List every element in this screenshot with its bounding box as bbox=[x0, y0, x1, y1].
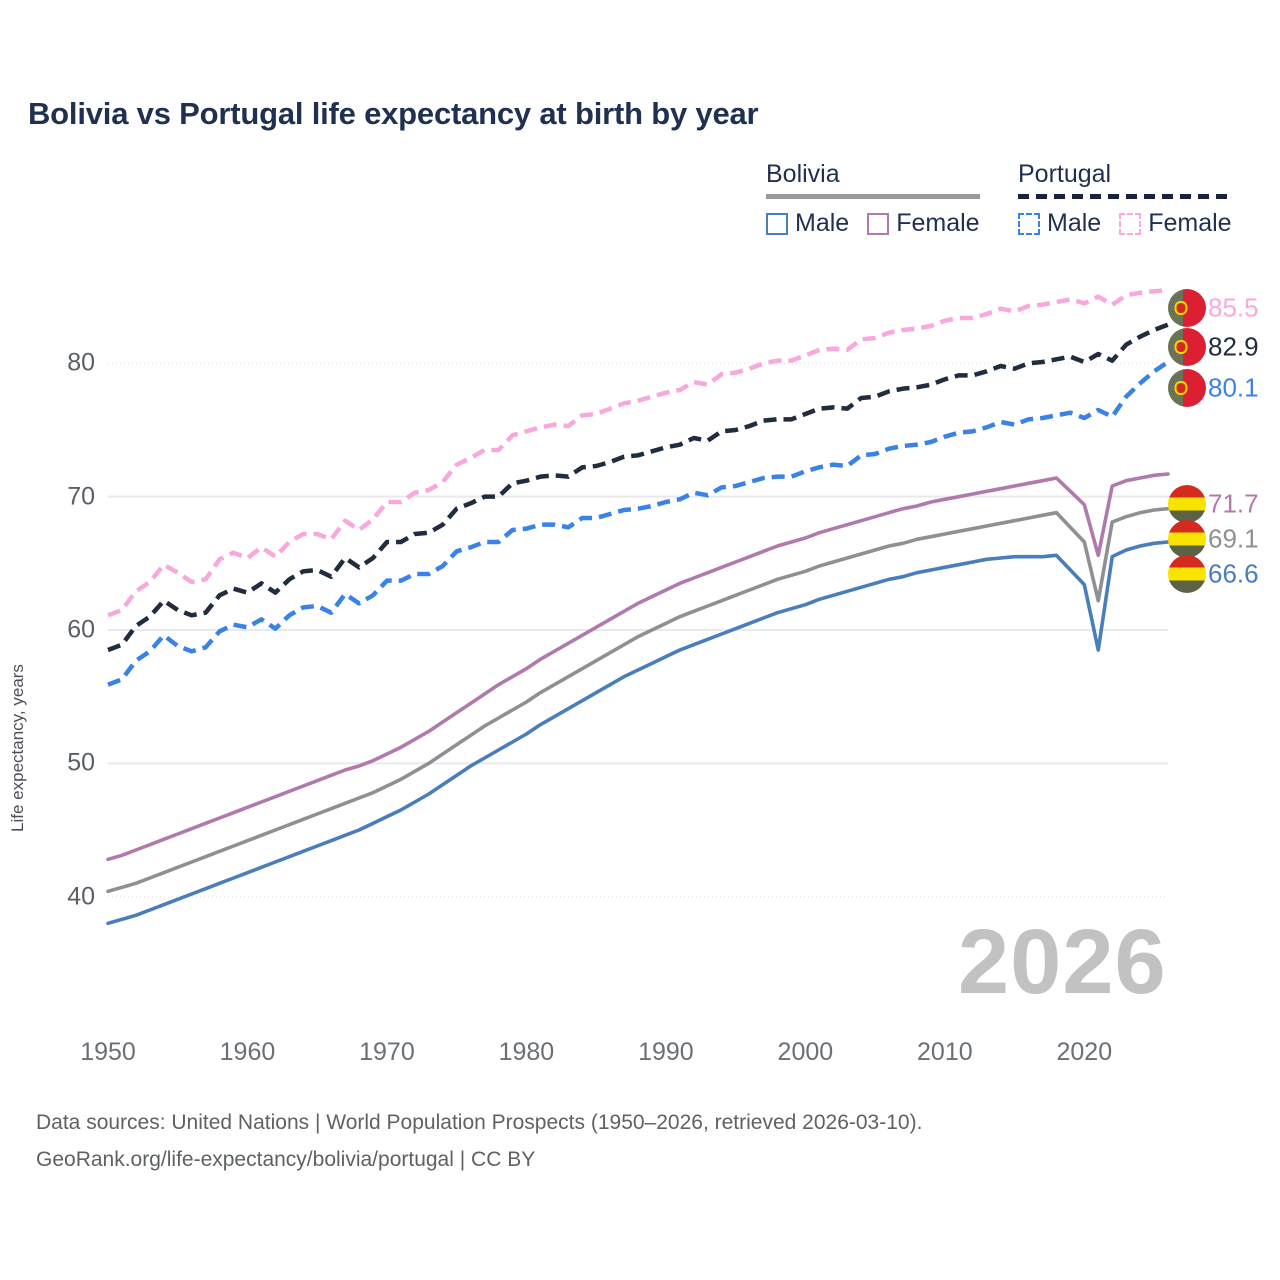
legend-group-bolivia: Bolivia Male Female bbox=[766, 160, 980, 238]
series-end-value: 82.9 bbox=[1208, 331, 1259, 362]
footer-line-2: GeoRank.org/life-expectancy/bolivia/port… bbox=[36, 1147, 536, 1171]
legend-item-portugal-male[interactable]: Male bbox=[1018, 209, 1101, 238]
x-tick-label: 1970 bbox=[359, 1038, 415, 1066]
bolivia-flag-icon bbox=[1168, 520, 1206, 558]
bolivia-flag-icon bbox=[1168, 485, 1206, 523]
portugal-flag-icon bbox=[1168, 369, 1206, 407]
legend-label-bolivia-female: Female bbox=[896, 209, 980, 237]
year-watermark: 2026 bbox=[958, 911, 1167, 1013]
x-tick-label: 1980 bbox=[498, 1038, 555, 1066]
plot-area: Life expectancy, years 40 50 60 70 80 1950 19… bbox=[0, 250, 1280, 1066]
series-end-value: 69.1 bbox=[1208, 523, 1259, 554]
y-tick-label: 70 bbox=[67, 482, 95, 511]
x-tick-label: 2010 bbox=[917, 1038, 973, 1066]
x-tick-label: 2000 bbox=[777, 1038, 834, 1066]
series-end-value: 71.7 bbox=[1208, 488, 1259, 519]
legend-rule-portugal bbox=[1018, 194, 1232, 199]
series-end-value: 66.6 bbox=[1208, 558, 1259, 589]
legend-country-portugal: Portugal bbox=[1018, 160, 1112, 188]
x-tick-label: 1990 bbox=[638, 1038, 694, 1066]
y-tick-label: 60 bbox=[67, 615, 95, 644]
page-title: Bolivia vs Portugal life expectancy at b… bbox=[28, 96, 759, 131]
legend-label-portugal-male: Male bbox=[1047, 209, 1102, 237]
portugal-flag-icon bbox=[1168, 328, 1206, 366]
y-tick-label: 40 bbox=[67, 882, 95, 911]
legend-item-bolivia-female[interactable]: Female bbox=[867, 209, 980, 238]
legend-rule-bolivia bbox=[766, 194, 980, 199]
legend-country-bolivia: Bolivia bbox=[766, 160, 840, 188]
legend-label-bolivia-male: Male bbox=[795, 209, 850, 237]
footer: Data sources: United Nations | World Pop… bbox=[36, 1105, 922, 1179]
series-end-value: 85.5 bbox=[1208, 292, 1259, 323]
chart-canvas bbox=[106, 287, 1170, 926]
legend-item-portugal-female[interactable]: Female bbox=[1119, 209, 1232, 238]
legend-swatch-icon bbox=[766, 212, 788, 235]
footer-line-1: Data sources: United Nations | World Pop… bbox=[36, 1111, 923, 1134]
y-axis-title: Life expectancy, years bbox=[8, 664, 27, 832]
chart-legend: Bolivia Male Female Portugal Male bbox=[760, 160, 1260, 240]
legend-item-bolivia-male[interactable]: Male bbox=[766, 209, 849, 238]
portugal-flag-icon bbox=[1168, 289, 1206, 327]
x-tick-label: 1950 bbox=[80, 1038, 136, 1066]
legend-swatch-icon bbox=[1119, 212, 1142, 235]
legend-group-portugal: Portugal Male Female bbox=[1018, 160, 1232, 238]
y-tick-label: 80 bbox=[67, 348, 95, 377]
bolivia-flag-icon bbox=[1168, 555, 1206, 593]
legend-swatch-icon bbox=[1018, 212, 1040, 235]
y-tick-label: 50 bbox=[67, 748, 95, 777]
legend-swatch-icon bbox=[867, 212, 890, 235]
legend-label-portugal-female: Female bbox=[1148, 209, 1232, 237]
x-tick-label: 2020 bbox=[1056, 1038, 1113, 1066]
series-end-value: 80.1 bbox=[1208, 372, 1259, 403]
x-tick-label: 1960 bbox=[219, 1038, 276, 1066]
